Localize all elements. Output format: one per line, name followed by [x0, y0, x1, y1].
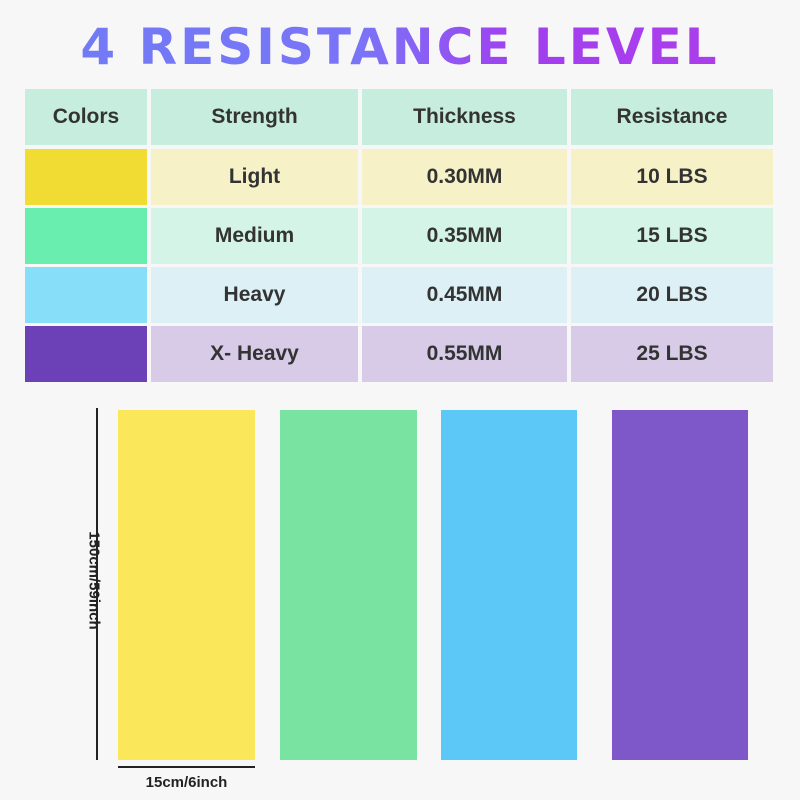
strength-cell: Medium [151, 208, 358, 264]
width-arrow [118, 766, 255, 768]
length-label: 150cm/59inch [85, 531, 103, 630]
thickness-cell: 0.30MM [362, 149, 567, 205]
header-cell: Resistance [571, 89, 773, 145]
length-arrow [96, 408, 98, 760]
color-swatch [25, 149, 147, 205]
color-swatch [25, 326, 147, 382]
band-blue [441, 410, 577, 760]
resistance-cell: 15 LBS [571, 208, 773, 264]
resistance-cell: 10 LBS [571, 149, 773, 205]
thickness-cell: 0.45MM [362, 267, 567, 323]
band-green [280, 410, 417, 760]
strength-cell: Light [151, 149, 358, 205]
color-swatch [25, 208, 147, 264]
band-yellow [118, 410, 255, 760]
header-cell: Thickness [362, 89, 567, 145]
width-label: 15cm/6inch [145, 774, 228, 791]
color-swatch [25, 267, 147, 323]
header-cell: Colors [25, 89, 147, 145]
resistance-cell: 20 LBS [571, 267, 773, 323]
band-purple [612, 410, 748, 760]
thickness-cell: 0.55MM [362, 326, 567, 382]
thickness-cell: 0.35MM [362, 208, 567, 264]
header-cell: Strength [151, 89, 358, 145]
resistance-cell: 25 LBS [571, 326, 773, 382]
strength-cell: Heavy [151, 267, 358, 323]
page-title: 4 RESISTANCE LEVEL [0, 18, 800, 76]
strength-cell: X- Heavy [151, 326, 358, 382]
